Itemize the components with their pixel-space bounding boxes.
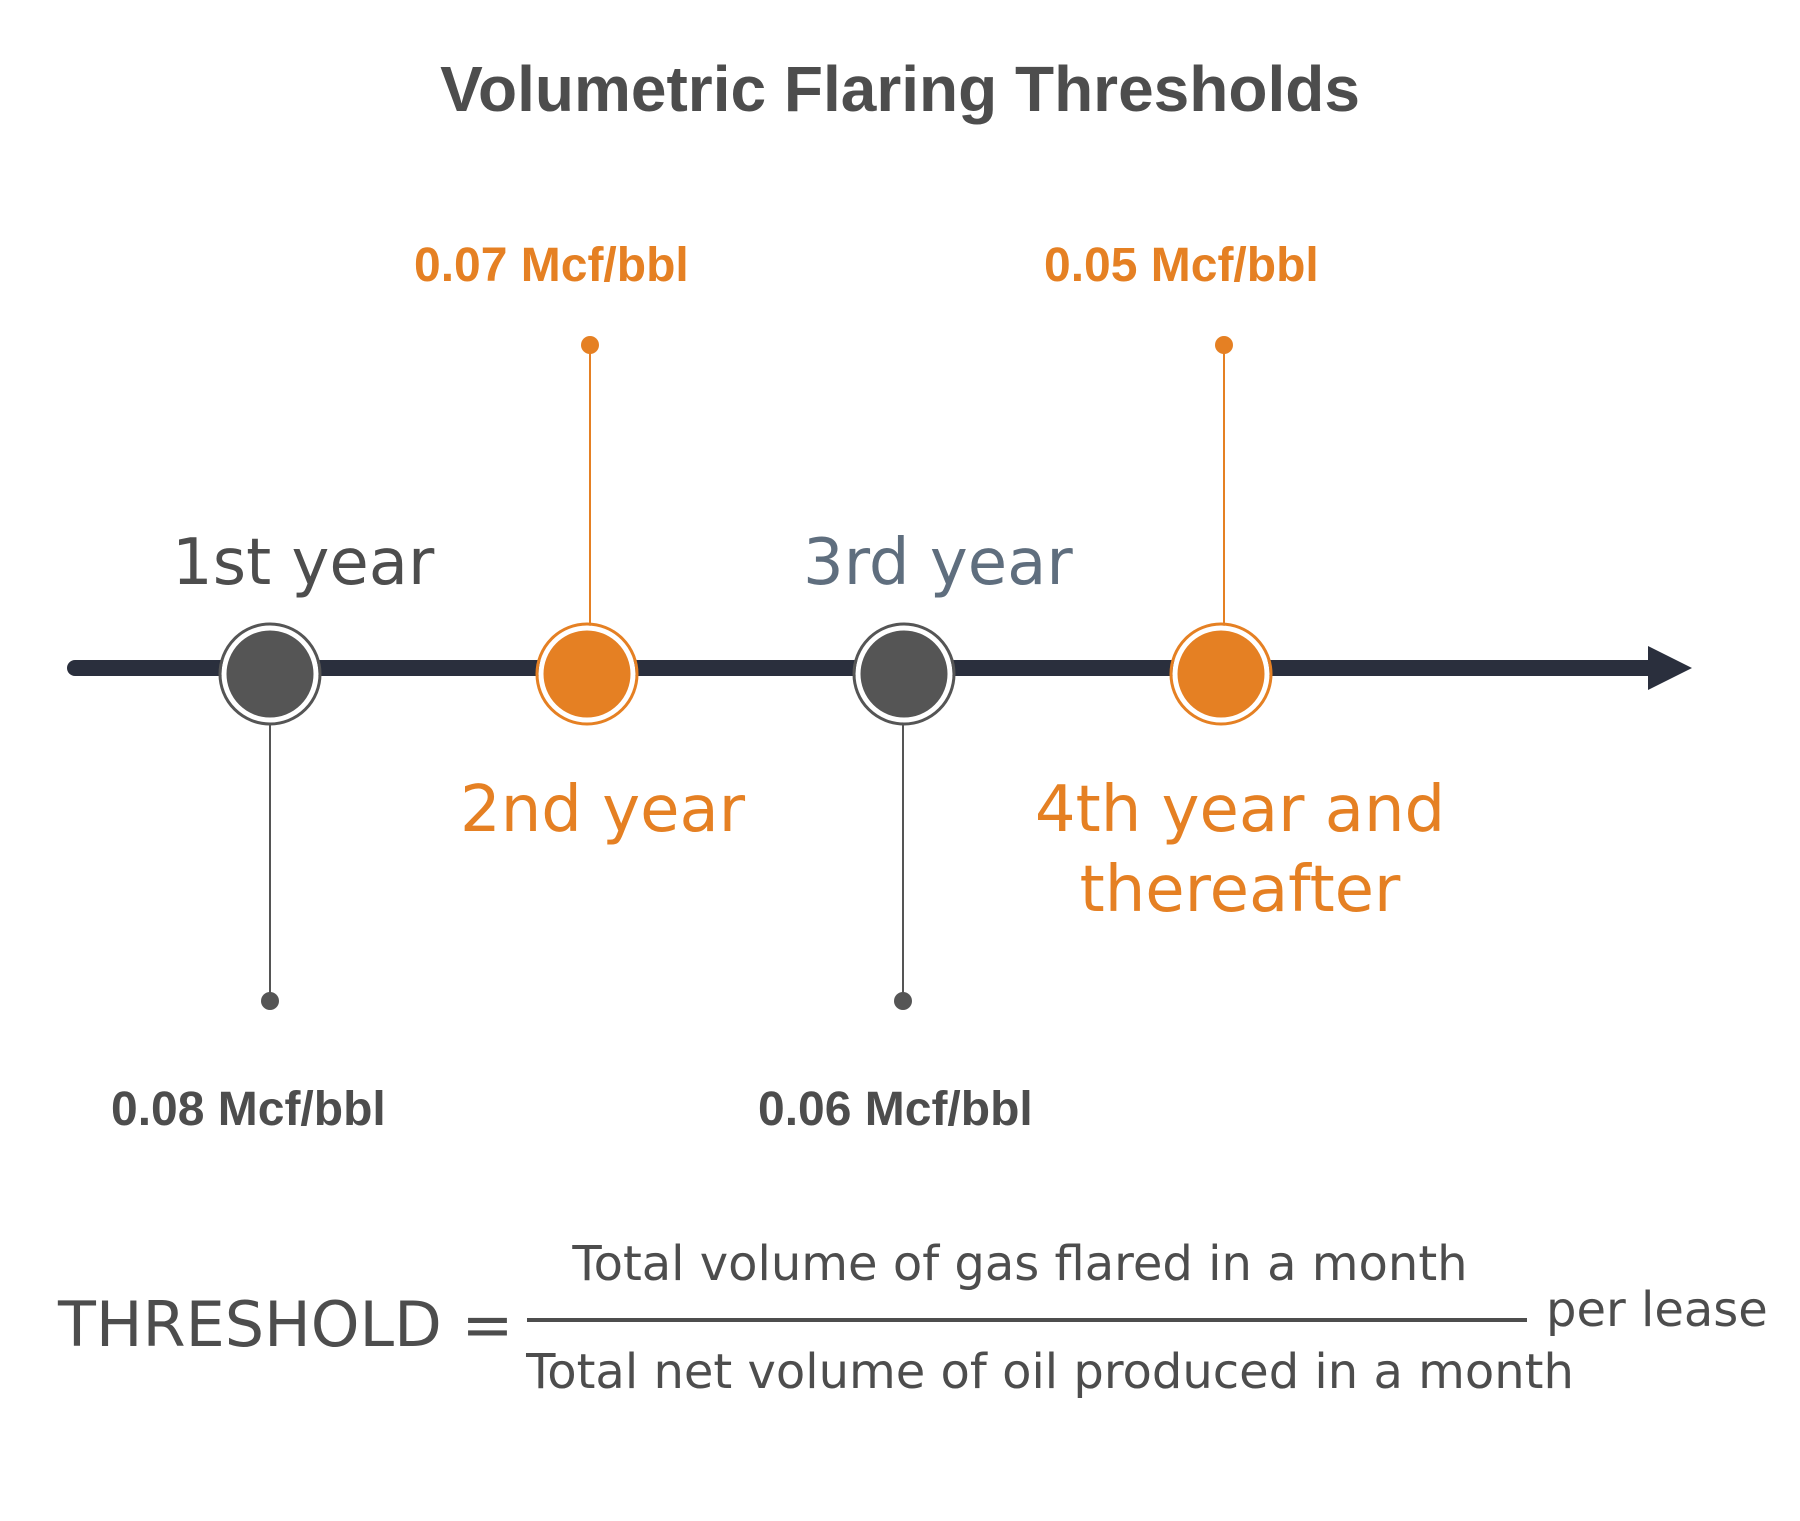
label-1st-year: 1st year — [172, 526, 435, 600]
label-3rd-year: 3rd year — [803, 526, 1073, 600]
node-2nd-year — [538, 625, 636, 723]
node-3rd-year — [855, 625, 953, 723]
formula-denominator: Total net volume of oil produced in a mo… — [526, 1344, 1574, 1400]
connector-dot-4th-year — [1215, 336, 1233, 354]
node-1st-year — [221, 625, 319, 723]
fraction-bar — [527, 1318, 1527, 1322]
rate-2nd-year: 0.07 Mcf/bbl — [414, 239, 689, 292]
connector-dot-2nd-year — [581, 336, 599, 354]
label-2nd-year: 2nd year — [460, 773, 746, 847]
rate-1st-year: 0.08 Mcf/bbl — [111, 1083, 386, 1136]
connector-dot-1st-year — [261, 992, 279, 1010]
label-4th-year-line1: 4th year and — [1034, 773, 1446, 847]
timeline-arrowhead — [1648, 646, 1692, 690]
formula-numerator: Total volume of gas flared in a month — [572, 1236, 1468, 1292]
label-4th-year-line2: thereafter — [1079, 853, 1401, 927]
rate-4th-year: 0.05 Mcf/bbl — [1044, 239, 1319, 292]
connector-dot-3rd-year — [894, 992, 912, 1010]
node-4th-year — [1172, 625, 1270, 723]
rate-3rd-year: 0.06 Mcf/bbl — [758, 1083, 1033, 1136]
formula-suffix: per lease — [1546, 1282, 1768, 1338]
diagram-title: Volumetric Flaring Thresholds — [440, 53, 1360, 125]
formula-lhs: THRESHOLD = — [58, 1288, 514, 1361]
